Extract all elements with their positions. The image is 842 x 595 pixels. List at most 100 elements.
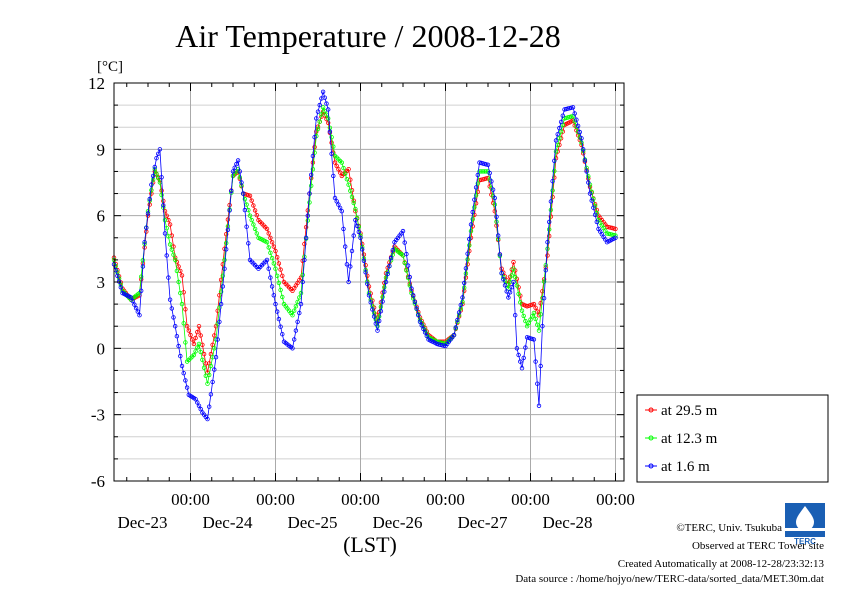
data-point [574, 117, 579, 122]
data-point [275, 255, 280, 260]
data-point [337, 205, 343, 211]
data-point [365, 273, 370, 278]
data-point [264, 239, 270, 245]
data-point [494, 214, 499, 219]
data-point [492, 202, 497, 207]
data-point [167, 242, 173, 247]
data-point [343, 171, 348, 176]
data-point [159, 175, 164, 180]
data-point [115, 273, 120, 278]
data-point [278, 287, 283, 293]
data-point [592, 212, 598, 217]
data-point [169, 306, 174, 311]
data-point [322, 95, 327, 100]
data-point [223, 231, 229, 237]
data-point [339, 208, 344, 214]
data-point [366, 293, 372, 298]
x-tick-time-label: 00:00 [596, 490, 635, 509]
data-point [541, 279, 547, 284]
data-point [531, 337, 537, 342]
data-point [217, 319, 222, 324]
data-point [222, 257, 227, 263]
data-point [275, 309, 280, 314]
legend-marker [648, 407, 654, 413]
data-point [346, 279, 351, 285]
data-point [310, 166, 316, 172]
data-point [200, 357, 205, 362]
data-point [337, 170, 343, 175]
data-point [254, 231, 259, 236]
data-source: Data source : /home/hojyo/new/TERC-data/… [515, 573, 824, 585]
data-point [514, 346, 520, 351]
data-point [557, 125, 562, 131]
data-point [361, 258, 367, 263]
data-point [589, 198, 594, 203]
x-tick-date-label: Dec-26 [372, 513, 422, 532]
data-point [456, 310, 462, 315]
data-point [208, 392, 214, 397]
data-point [404, 251, 409, 257]
data-point [579, 136, 584, 141]
data-point [538, 312, 543, 317]
data-point [348, 264, 353, 269]
terc-logo: TERC [785, 503, 825, 546]
data-point [351, 200, 356, 206]
data-point [497, 252, 503, 257]
data-point [154, 155, 159, 161]
data-point [475, 181, 480, 186]
data-point [586, 180, 591, 185]
data-point [470, 216, 475, 222]
data-point [472, 205, 477, 210]
data-point [133, 305, 139, 311]
data-point [591, 205, 596, 210]
data-point [329, 134, 334, 140]
data-point [344, 176, 350, 182]
data-point [329, 151, 334, 156]
data-point [516, 352, 521, 358]
data-point [268, 275, 273, 280]
data-point [171, 252, 176, 257]
data-point [196, 324, 202, 329]
data-point [240, 191, 246, 196]
data-point [518, 359, 523, 364]
data-point [334, 199, 339, 204]
data-point [468, 222, 474, 227]
data-point [295, 299, 300, 305]
data-point [331, 173, 336, 179]
data-point [501, 277, 506, 282]
data-point [518, 300, 523, 305]
data-point [266, 231, 271, 236]
data-point [351, 233, 356, 238]
data-point [378, 304, 384, 309]
data-point [302, 257, 307, 263]
x-tick-time-label: 00:00 [426, 490, 465, 509]
data-point [278, 324, 283, 329]
data-point [326, 107, 331, 112]
data-point [247, 213, 253, 218]
data-point [553, 138, 559, 143]
data-point [312, 134, 317, 140]
data-point [215, 337, 220, 342]
data-point [183, 340, 188, 345]
data-point [269, 239, 275, 245]
data-point [280, 273, 285, 278]
data-point [191, 341, 197, 347]
data-point [244, 202, 249, 207]
data-point [552, 158, 557, 163]
data-point [205, 416, 210, 422]
data-point [388, 255, 394, 261]
data-point [195, 400, 200, 405]
data-point [266, 266, 271, 271]
data-point [404, 268, 409, 273]
data-point [196, 341, 202, 347]
data-point [516, 291, 521, 297]
data-point [354, 223, 360, 229]
data-point [196, 403, 202, 408]
data-point [254, 212, 259, 218]
data-point [205, 381, 210, 386]
data-point [297, 310, 302, 316]
data-point [547, 219, 552, 225]
data-point [295, 319, 300, 324]
data-point [484, 169, 489, 174]
data-point [543, 268, 548, 273]
